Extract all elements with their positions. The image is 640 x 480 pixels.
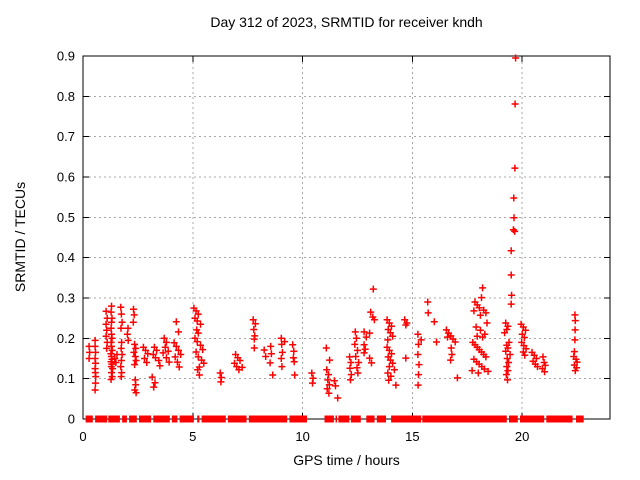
zero-band-segment <box>122 415 127 423</box>
y-tick-label: 0.1 <box>57 371 75 386</box>
zero-band-segment <box>324 415 334 423</box>
zero-band-segment <box>197 415 200 423</box>
plot-border <box>82 55 611 420</box>
zero-band-segment <box>289 415 307 423</box>
zero-band-segment <box>338 415 350 423</box>
zero-band-segment <box>108 415 120 423</box>
zero-band-segment <box>95 415 108 423</box>
zero-band-segment <box>520 415 545 423</box>
zero-band-segment <box>171 415 178 423</box>
y-tick-label: 0.5 <box>57 210 75 225</box>
y-tick-label: 0 <box>68 412 75 427</box>
zero-band-segment <box>201 415 226 423</box>
zero-band-segment <box>576 415 584 423</box>
zero-band-segment <box>546 415 573 423</box>
y-tick-label: 0.7 <box>57 129 75 144</box>
zero-band-segment <box>227 415 247 423</box>
y-tick-label: 0.3 <box>57 291 75 306</box>
x-tick-label: 5 <box>189 429 196 444</box>
zero-band-segment <box>153 415 170 423</box>
x-tick-label: 0 <box>79 429 86 444</box>
x-axis-title: GPS time / hours <box>293 452 400 468</box>
chart-title: Day 312 of 2023, SRMTID for receiver knd… <box>210 14 483 30</box>
zero-band-segment <box>129 415 137 423</box>
zero-band-segment <box>179 415 194 423</box>
y-tick-label: 0.9 <box>57 49 75 64</box>
data-point-markers <box>85 54 581 402</box>
zero-band-segment <box>350 415 361 423</box>
zero-band-segment <box>85 415 93 423</box>
zero-band-segment <box>509 415 518 423</box>
zero-band-segment <box>366 415 375 423</box>
x-tick-label: 20 <box>515 429 529 444</box>
x-tick-label: 15 <box>405 429 419 444</box>
zero-band-segment <box>376 415 386 423</box>
y-tick-label: 0.6 <box>57 170 75 185</box>
zero-band-segment <box>335 415 337 423</box>
zero-band-segment <box>391 415 422 423</box>
y-tick-label: 0.2 <box>57 331 75 346</box>
zero-band-segment <box>422 415 507 423</box>
zero-band-segment <box>139 415 152 423</box>
zero-band-segment <box>248 415 288 423</box>
y-tick-label: 0.4 <box>57 250 75 265</box>
x-tick-label: 10 <box>295 429 309 444</box>
y-tick-label: 0.8 <box>57 89 75 104</box>
